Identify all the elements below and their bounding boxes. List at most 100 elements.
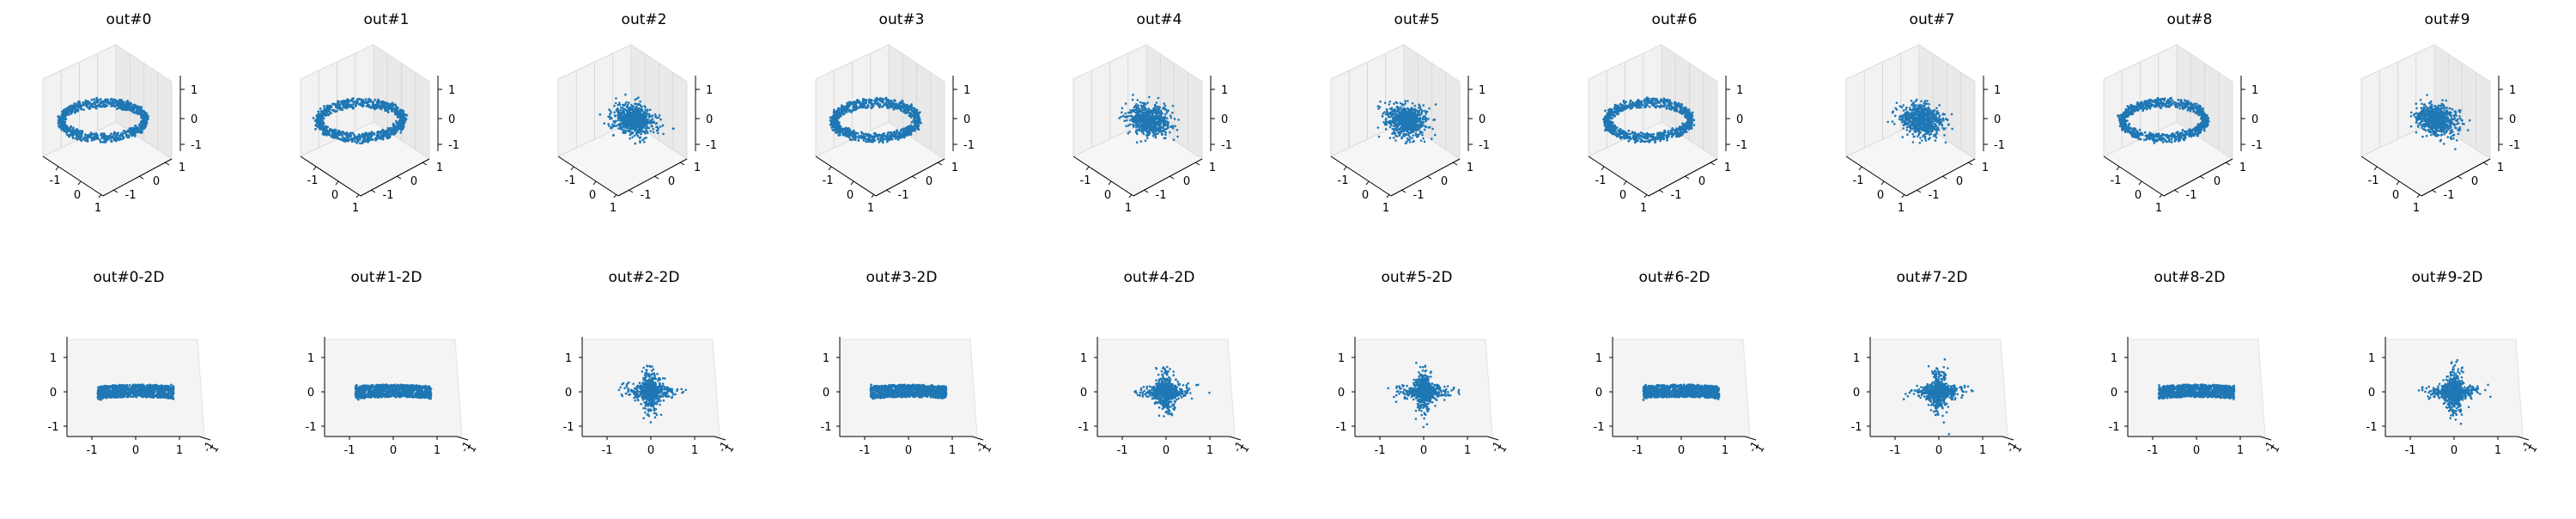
point	[112, 134, 115, 137]
point	[324, 109, 326, 112]
point	[61, 122, 64, 125]
point	[396, 129, 398, 131]
point	[629, 112, 632, 114]
point	[849, 131, 852, 133]
point	[1155, 137, 1157, 139]
point	[1146, 137, 1149, 139]
point	[1135, 103, 1138, 106]
point	[1400, 102, 1402, 105]
point	[1407, 133, 1410, 136]
point	[58, 117, 61, 119]
point	[911, 107, 914, 110]
x-tick-label: -1	[1338, 174, 1349, 187]
point	[609, 116, 611, 119]
point	[1166, 112, 1169, 114]
point	[617, 114, 619, 117]
point	[1395, 127, 1398, 130]
point	[1401, 104, 1404, 107]
point	[632, 113, 635, 115]
point	[634, 103, 636, 106]
point	[63, 125, 65, 128]
point	[868, 135, 871, 137]
point	[111, 140, 113, 143]
point	[1413, 113, 1415, 115]
point	[402, 121, 404, 124]
z-tick-label: -1	[1221, 139, 1232, 152]
point	[656, 130, 659, 132]
x-tick-label: 0	[847, 189, 854, 202]
point	[123, 101, 125, 103]
point	[901, 128, 903, 131]
point	[346, 104, 349, 107]
point	[1419, 131, 1422, 133]
point	[346, 107, 349, 110]
point	[1141, 106, 1144, 108]
point	[1172, 105, 1175, 107]
point	[640, 133, 642, 136]
point	[1154, 131, 1157, 134]
point	[890, 100, 893, 102]
point	[599, 113, 602, 116]
point	[649, 119, 652, 122]
point	[662, 125, 665, 127]
y-tick	[1427, 176, 1431, 179]
point	[653, 128, 655, 131]
x-tick	[1129, 194, 1132, 198]
point	[1415, 127, 1418, 130]
point	[1136, 106, 1139, 108]
point	[1402, 130, 1405, 132]
point	[1140, 124, 1143, 126]
point	[58, 122, 60, 125]
point	[1163, 102, 1166, 105]
x-tick	[571, 167, 574, 170]
z-tick-label: -1	[191, 139, 202, 152]
point	[1148, 96, 1151, 99]
point	[1397, 115, 1400, 118]
point	[322, 113, 325, 115]
point	[858, 136, 860, 138]
point	[343, 100, 346, 102]
point	[906, 131, 908, 134]
point	[103, 133, 106, 136]
point	[1405, 142, 1407, 144]
point	[398, 128, 401, 131]
point	[80, 108, 82, 111]
point	[1412, 134, 1414, 137]
y-tick	[1195, 162, 1200, 165]
z-tick-label: 1	[963, 84, 970, 97]
point	[1408, 123, 1411, 125]
point	[385, 131, 387, 133]
point	[1141, 130, 1144, 132]
point	[1163, 137, 1166, 139]
point	[97, 105, 100, 107]
point	[357, 140, 360, 143]
point	[1431, 137, 1433, 140]
point	[327, 106, 330, 108]
point	[353, 101, 355, 104]
point	[370, 138, 373, 141]
y-tick-label: 1	[436, 162, 443, 174]
point	[136, 128, 138, 131]
point	[604, 122, 606, 125]
point	[1425, 125, 1428, 128]
point	[910, 105, 913, 107]
point	[852, 106, 854, 108]
point	[319, 113, 321, 115]
point	[650, 125, 653, 127]
point	[1411, 116, 1413, 119]
y-tick-label: 0	[926, 175, 933, 188]
point	[1404, 128, 1406, 131]
point	[1157, 110, 1160, 113]
point	[1135, 109, 1138, 112]
point	[613, 105, 616, 107]
point	[902, 127, 905, 130]
point	[608, 125, 611, 127]
point	[64, 113, 67, 116]
point	[617, 127, 620, 130]
point	[74, 112, 76, 114]
point	[343, 139, 345, 142]
point	[841, 112, 844, 114]
point	[87, 137, 89, 139]
point	[117, 102, 119, 105]
x-tick-label: 1	[610, 202, 617, 215]
